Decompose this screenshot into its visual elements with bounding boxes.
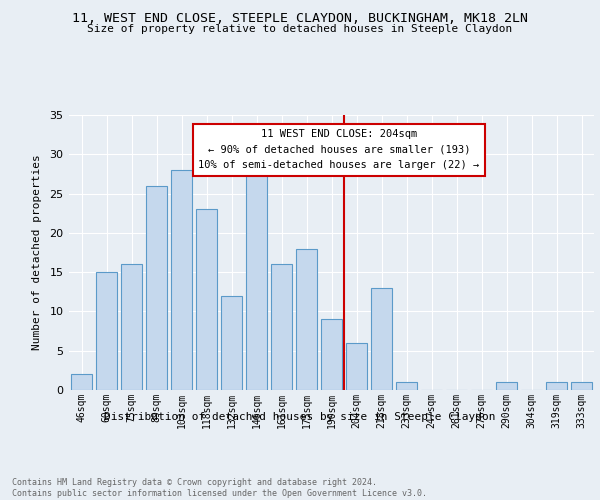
Bar (496, 382, 517, 390)
Bar (396, 382, 417, 390)
Text: Contains HM Land Registry data © Crown copyright and database right 2024.
Contai: Contains HM Land Registry data © Crown c… (12, 478, 427, 498)
Text: Distribution of detached houses by size in Steeple Claydon: Distribution of detached houses by size … (104, 412, 496, 422)
Bar (296, 248, 317, 390)
Bar (371, 288, 392, 390)
Bar (121, 264, 142, 390)
Bar (196, 210, 217, 390)
Text: Size of property relative to detached houses in Steeple Claydon: Size of property relative to detached ho… (88, 24, 512, 34)
Bar (146, 186, 167, 390)
Y-axis label: Number of detached properties: Number of detached properties (32, 154, 43, 350)
Text: 11, WEST END CLOSE, STEEPLE CLAYDON, BUCKINGHAM, MK18 2LN: 11, WEST END CLOSE, STEEPLE CLAYDON, BUC… (72, 12, 528, 26)
Bar (321, 320, 342, 390)
Bar (71, 374, 92, 390)
Bar (96, 272, 117, 390)
Bar (571, 382, 592, 390)
Text: 11 WEST END CLOSE: 204sqm
← 90% of detached houses are smaller (193)
10% of semi: 11 WEST END CLOSE: 204sqm ← 90% of detac… (199, 129, 479, 170)
Bar (271, 264, 292, 390)
Bar (346, 343, 367, 390)
Bar (221, 296, 242, 390)
Bar (171, 170, 192, 390)
Bar (546, 382, 567, 390)
Bar (246, 162, 267, 390)
